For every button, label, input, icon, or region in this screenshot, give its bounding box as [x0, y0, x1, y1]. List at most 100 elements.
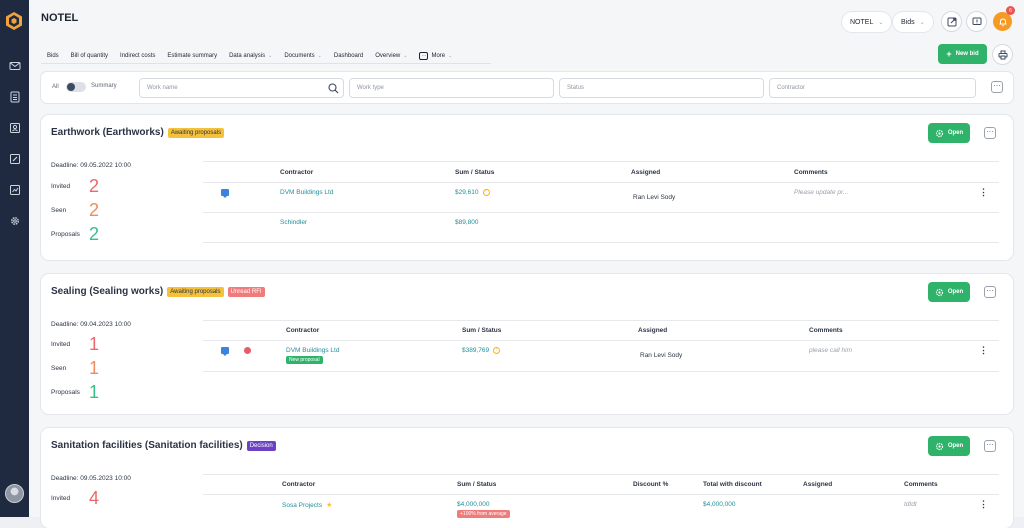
contractor-link[interactable]: DVM Buildings Ltd: [286, 347, 340, 354]
tab-indirect-costs[interactable]: Indirect costs: [114, 48, 161, 64]
more-dots-icon: ⋯: [993, 83, 1001, 90]
warning-icon[interactable]: !: [493, 347, 501, 354]
table-divider: [203, 320, 999, 321]
stat-seen-value: 1: [89, 358, 100, 378]
table-divider: [203, 474, 999, 475]
contractor-select[interactable]: Contractor: [769, 78, 976, 98]
stat-proposals-value: 1: [89, 382, 100, 402]
sidebar: [0, 0, 29, 517]
contractor-link[interactable]: Sosa Projects ★: [282, 501, 332, 509]
contractor-link[interactable]: Schindler: [280, 219, 308, 226]
bid-card-title[interactable]: Earthwork (Earthworks) Awaiting proposal…: [51, 127, 225, 138]
work-type-placeholder: Work type: [357, 85, 384, 91]
calculator-icon[interactable]: [8, 90, 21, 103]
status-select[interactable]: Status: [559, 78, 764, 98]
tab-overview[interactable]: Overview ⌄: [369, 48, 413, 64]
open-gear-icon: [935, 442, 943, 450]
filter-more-button[interactable]: ⋯: [991, 81, 1003, 93]
row-menu-icon[interactable]: ⋮: [979, 499, 988, 509]
sum-text: $389,769: [462, 347, 490, 355]
open-label: Open: [947, 443, 964, 449]
tab-label: Dashboard: [333, 53, 364, 59]
assigned-name: Ran Levi Sody: [633, 194, 676, 201]
filter-bar: All Summary Work name Work type Status C…: [41, 72, 1013, 103]
tab-more[interactable]: ⋯ More ⌄: [413, 48, 458, 64]
tab-estimate-summary[interactable]: Estimate summary: [161, 48, 223, 64]
external-link-button[interactable]: [942, 12, 961, 31]
tab-dashboard[interactable]: Dashboard: [328, 48, 369, 64]
column-header-comments: Comments: [904, 481, 938, 488]
user-avatar[interactable]: [5, 484, 24, 503]
tab-data-analysis[interactable]: Data analysis ⌄: [223, 48, 278, 64]
comment-text[interactable]: please call him: [809, 347, 852, 354]
edit-document-icon[interactable]: [8, 152, 21, 165]
warning-icon[interactable]: !: [482, 189, 490, 196]
tab-label: More: [431, 53, 446, 59]
tab-documents[interactable]: Documents ⌄: [278, 48, 328, 64]
column-header-contractor: Contractor: [282, 481, 316, 488]
comment-text[interactable]: tdtdt: [904, 501, 917, 508]
sum-value: $389,769!: [462, 347, 501, 355]
status-badge: Decision: [246, 440, 276, 451]
status-badge: Awaiting proposals: [167, 127, 225, 138]
chat-icon[interactable]: [221, 189, 229, 198]
main-area: NOTEL NOTEL ⌄ Bids ⌄ 6 Bids Bill of quan…: [29, 0, 1024, 528]
module-select-value: Bids: [901, 18, 915, 26]
contractor-link[interactable]: DVM Buildings Ltd: [280, 189, 334, 196]
comment-text[interactable]: Please update pr...: [794, 189, 849, 196]
table-divider: [203, 182, 999, 183]
stat-invited-value: 4: [89, 488, 100, 508]
settings-gear-icon[interactable]: [8, 214, 21, 227]
open-button[interactable]: Open: [928, 436, 970, 456]
print-button[interactable]: [993, 45, 1012, 64]
deadline: Deadline: 09.05.2023 10:00: [51, 475, 131, 482]
card-more-button[interactable]: ⋯: [984, 286, 996, 298]
work-type-select[interactable]: Work type: [349, 78, 554, 98]
stat-invited-label: Invited: [51, 495, 71, 502]
bid-title-text: Earthwork (Earthworks): [51, 127, 164, 138]
tab-bids[interactable]: Bids: [41, 48, 65, 64]
chevron-down-icon: ⌄: [268, 53, 273, 59]
above-average-tag: +100% from average: [457, 510, 510, 518]
messages-button[interactable]: [967, 12, 986, 31]
search-icon[interactable]: [328, 83, 339, 94]
message-alert-icon: [972, 17, 981, 25]
card-more-button[interactable]: ⋯: [984, 127, 996, 139]
stat-invited-label: Invited: [51, 341, 71, 348]
bid-card-title[interactable]: Sanitation facilities (Sanitation facili…: [51, 440, 276, 451]
stat-invited-value: 2: [89, 176, 100, 196]
contacts-icon[interactable]: [8, 121, 21, 134]
table-divider: [203, 242, 999, 243]
chat-icon[interactable]: [221, 347, 229, 356]
card-more-button[interactable]: ⋯: [984, 440, 996, 452]
deadline: Deadline: 09.04.2023 10:00: [51, 321, 131, 328]
row-menu-icon[interactable]: ⋮: [979, 345, 988, 355]
unread-dot: [244, 347, 251, 354]
column-header-discount: Discount %: [633, 481, 669, 488]
project-select[interactable]: NOTEL ⌄: [842, 12, 892, 32]
column-header-sum: Sum / Status: [462, 327, 502, 334]
table-divider: [203, 494, 999, 495]
tab-bill-of-quantity[interactable]: Bill of quantity: [65, 48, 114, 64]
chart-icon[interactable]: [8, 183, 21, 196]
notifications-button[interactable]: [993, 12, 1012, 31]
mail-icon[interactable]: [8, 59, 21, 72]
tab-label: Overview: [375, 53, 401, 59]
status-placeholder: Status: [567, 85, 585, 91]
module-select[interactable]: Bids ⌄: [893, 12, 933, 32]
open-button[interactable]: Open: [928, 282, 970, 302]
app-logo-icon[interactable]: [5, 11, 23, 31]
star-icon[interactable]: ★: [326, 502, 333, 509]
table-divider: [203, 161, 999, 162]
column-header-comments: Comments: [809, 327, 843, 334]
stat-proposals-value: 2: [89, 224, 100, 244]
row-menu-icon[interactable]: ⋮: [979, 187, 988, 197]
open-button[interactable]: Open: [928, 123, 970, 143]
work-name-input[interactable]: Work name: [139, 78, 344, 98]
column-header-assigned: Assigned: [631, 169, 661, 176]
summary-toggle[interactable]: [66, 82, 86, 92]
bid-card-title[interactable]: Sealing (Sealing works) Awaiting proposa…: [51, 286, 265, 297]
new-bid-button[interactable]: + New bid: [938, 44, 987, 64]
new-proposal-tag: New proposal: [286, 356, 323, 364]
bid-title-text: Sanitation facilities (Sanitation facili…: [51, 440, 243, 451]
